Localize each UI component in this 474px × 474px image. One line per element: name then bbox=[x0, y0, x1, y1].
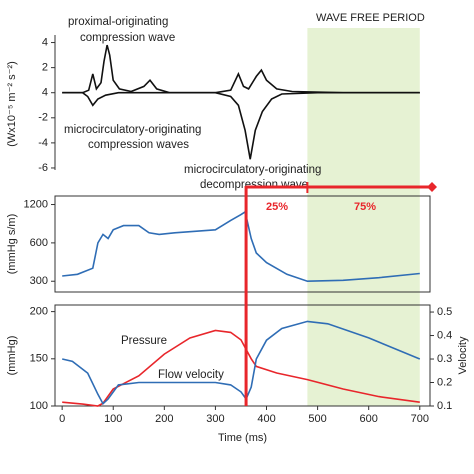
x-tick-label: 600 bbox=[360, 413, 378, 425]
y-tick-label: 1200 bbox=[24, 198, 48, 210]
shade-layer bbox=[307, 28, 420, 406]
wave-free-period bbox=[307, 28, 420, 406]
y-tick-label: 150 bbox=[30, 353, 48, 365]
y-tick-label: 600 bbox=[30, 237, 48, 249]
y2-tick-label: 0.3 bbox=[437, 353, 452, 365]
x-tick-label: 100 bbox=[104, 413, 122, 425]
y-tick-label: 100 bbox=[30, 400, 48, 412]
y-axis-label: (Wx10⁻⁵ m⁻² s⁻²) bbox=[6, 61, 18, 147]
series-line bbox=[62, 91, 420, 160]
y-tick-label: -4 bbox=[38, 137, 48, 149]
x-tick-label: 500 bbox=[308, 413, 326, 425]
series-label: Pressure bbox=[121, 335, 167, 347]
y2-tick-label: 0.2 bbox=[437, 376, 452, 388]
annotation: 25% bbox=[266, 201, 288, 213]
annotation: 75% bbox=[354, 201, 376, 213]
annotation: proximal-originating bbox=[68, 16, 168, 28]
y-tick-label: 300 bbox=[30, 275, 48, 287]
annotation: decompression wave bbox=[200, 179, 308, 191]
series-line bbox=[62, 320, 421, 405]
y2-tick-label: 0.5 bbox=[437, 306, 452, 318]
x-tick-label: 700 bbox=[411, 413, 429, 425]
y2-axis-label: Velocity bbox=[457, 336, 469, 374]
series-line bbox=[62, 210, 420, 283]
plot-frame bbox=[54, 304, 431, 407]
annotation: compression waves bbox=[88, 139, 189, 151]
y-tick-label: 4 bbox=[42, 87, 48, 99]
y-tick-label: -6 bbox=[38, 162, 48, 174]
plot-frame bbox=[54, 195, 431, 293]
y-axis-label: (mmHg) bbox=[6, 336, 18, 376]
y-tick-label: 2 bbox=[42, 62, 48, 74]
x-tick-label: 300 bbox=[206, 413, 224, 425]
x-tick-label: 400 bbox=[257, 413, 275, 425]
y2-tick-label: 0.1 bbox=[437, 400, 452, 412]
y-axis-label: (mmHg s/m) bbox=[6, 214, 18, 275]
series-label: Flow velocity bbox=[158, 369, 224, 381]
annotation: microcirculatory-originating bbox=[184, 164, 321, 176]
y2-tick-label: 0.4 bbox=[437, 329, 452, 341]
annotation: compression wave bbox=[80, 32, 175, 44]
y-tick-label: 4 bbox=[42, 36, 48, 48]
y-tick-label: 200 bbox=[30, 306, 48, 318]
x-axis-label: Time (ms) bbox=[218, 432, 267, 444]
annotation: microcirculatory-originating bbox=[64, 124, 201, 136]
series-line bbox=[62, 44, 420, 94]
bracket-end bbox=[427, 182, 437, 192]
x-tick-label: 0 bbox=[59, 413, 65, 425]
y-tick-label: -2 bbox=[38, 112, 48, 124]
x-tick-label: 200 bbox=[155, 413, 173, 425]
shade-label: WAVE FREE PERIOD bbox=[316, 12, 425, 24]
